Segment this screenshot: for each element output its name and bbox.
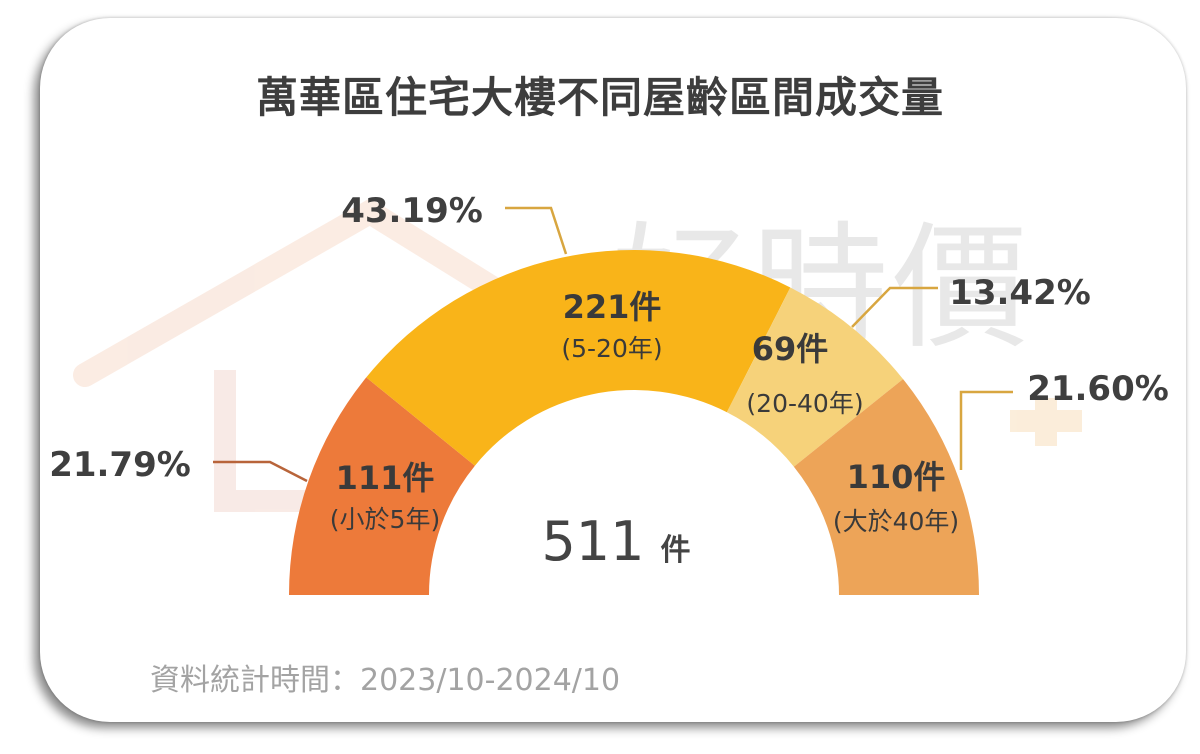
slice-under-5 <box>289 377 475 595</box>
chart-slices <box>289 250 979 595</box>
leader-line-5-20 <box>505 206 568 255</box>
slice-category-under-5: (小於5年) <box>330 505 440 534</box>
slice-over-40 <box>793 379 979 595</box>
slice-count-under-5: 111件 <box>336 459 435 497</box>
slice-count-5-20: 221件 <box>563 288 662 326</box>
slice-percent-5-20: 43.19% <box>341 191 483 231</box>
slice-category-over-40: (大於40年) <box>833 507 959 536</box>
chart-labels: 111件 (小於5年) 21.79% 221件 (5-20年) 43.19% 69件 (20-… <box>49 191 1169 536</box>
leader-lines <box>213 206 1013 483</box>
leader-line-over-40 <box>959 390 1013 470</box>
leader-line-under-5 <box>213 460 308 483</box>
total-value: 511 件 <box>541 510 690 573</box>
slice-category-5-20: (5-20年) <box>561 334 662 363</box>
slice-5-20 <box>366 250 791 466</box>
slice-category-20-40: (20-40年) <box>746 389 863 418</box>
slice-percent-over-40: 21.60% <box>1027 369 1169 409</box>
slice-percent-20-40: 13.42% <box>949 273 1091 313</box>
leader-line-20-40 <box>851 286 938 328</box>
slice-count-20-40: 69件 <box>752 330 829 368</box>
slice-20-40 <box>726 287 904 467</box>
chart-title: 萬華區住宅大樓不同屋齡區間成交量 <box>255 73 944 122</box>
data-period-note: 資料統計時間：2023/10-2024/10 <box>150 663 621 698</box>
slice-count-over-40: 110件 <box>847 458 946 496</box>
slice-percent-under-5: 21.79% <box>49 445 191 485</box>
